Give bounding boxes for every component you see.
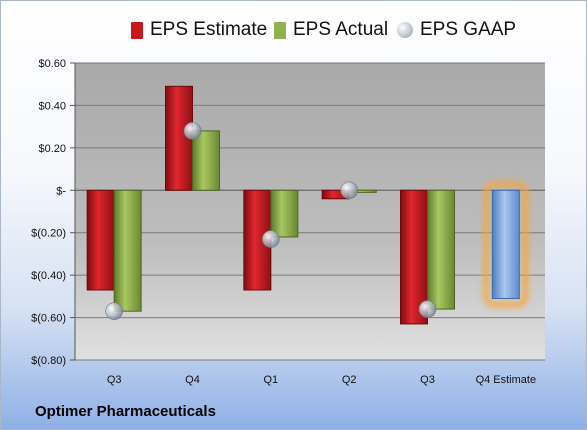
plot-background bbox=[75, 63, 545, 360]
y-tick-label: $0.60 bbox=[38, 58, 66, 70]
gaap-point bbox=[262, 230, 280, 248]
x-tick-label: Q1 bbox=[263, 374, 278, 386]
bar-eps-estimate bbox=[86, 189, 115, 291]
y-tick-label: $0.40 bbox=[38, 100, 66, 112]
x-tick-label: Q4 Estimate bbox=[476, 374, 537, 386]
y-tick-label: $(0.80) bbox=[31, 355, 66, 367]
x-tick-label: Q3 bbox=[107, 374, 122, 386]
gaap-point bbox=[105, 302, 123, 321]
y-tick-label: $0.20 bbox=[38, 143, 66, 155]
y-tick-label: $(0.60) bbox=[31, 313, 66, 325]
legend-label-actual: EPS Actual bbox=[293, 19, 389, 40]
gaap-point bbox=[183, 122, 202, 140]
x-tick-label: Q3 bbox=[420, 374, 435, 386]
bar-eps-actual bbox=[427, 189, 455, 310]
plot-area bbox=[75, 63, 545, 360]
x-axis: Q3 Q4 Q1 Q2 Q3 Q4 Estimate bbox=[107, 374, 536, 386]
gaap-markers bbox=[105, 122, 437, 321]
gridlines bbox=[75, 62, 545, 361]
gaap-point bbox=[418, 300, 437, 318]
y-axis: $0.60 $0.40 $0.20 $- $(0.20) $(0.40) $(0.60) $(… bbox=[31, 58, 76, 367]
legend-label-gaap: EPS GAAP bbox=[420, 19, 517, 40]
gaap-marker-icon bbox=[397, 22, 413, 38]
company-name: Optimer Pharmaceuticals bbox=[35, 403, 216, 420]
legend-item-actual: EPS Actual bbox=[274, 17, 388, 43]
legend-label-estimate: EPS Estimate bbox=[150, 19, 268, 40]
legend-item-gaap: EPS GAAP bbox=[397, 17, 516, 43]
y-tick-label: $- bbox=[56, 185, 66, 197]
bar-eps-actual bbox=[113, 189, 142, 312]
bar-q4-estimate bbox=[491, 189, 520, 299]
y-tick-label: $(0.40) bbox=[31, 270, 66, 282]
bar-eps-actual bbox=[270, 189, 299, 238]
y-tick-label: $(0.20) bbox=[31, 228, 66, 240]
x-tick-label: Q4 bbox=[185, 374, 200, 386]
x-tick-label: Q2 bbox=[342, 374, 357, 386]
actual-swatch-icon bbox=[274, 21, 286, 39]
estimate-swatch-icon bbox=[131, 21, 143, 39]
legend-item-estimate: EPS Estimate bbox=[131, 17, 267, 43]
forecast-glow bbox=[482, 180, 529, 308]
legend: EPS Estimate EPS Actual EPS GAAP bbox=[1, 17, 586, 43]
bar-eps-actual bbox=[192, 130, 220, 191]
gaap-point bbox=[340, 181, 358, 200]
